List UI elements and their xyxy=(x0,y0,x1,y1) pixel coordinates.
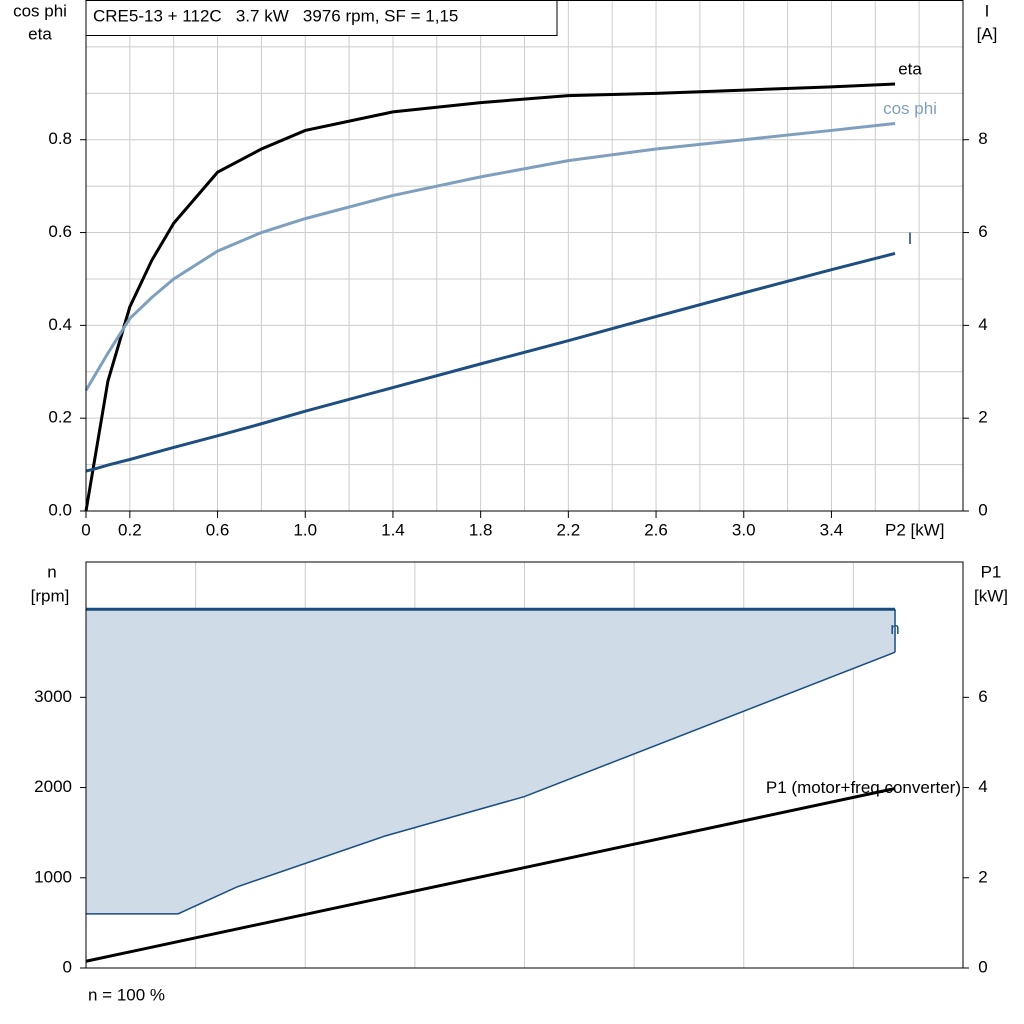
y2-tick-label: 4 xyxy=(978,777,987,796)
y2-tick-label: 0 xyxy=(978,500,987,519)
y2-tick-label: 6 xyxy=(978,687,987,706)
title-box xyxy=(85,0,558,36)
y2-tick-label: 2 xyxy=(978,867,987,886)
range-fill xyxy=(86,609,896,914)
y2-tick-label: 8 xyxy=(978,129,987,148)
y2-tick-label: 6 xyxy=(978,222,987,241)
y2-tick-label: 0 xyxy=(978,957,987,976)
series-label: n xyxy=(890,619,899,638)
y-tick-label: 0.8 xyxy=(48,129,72,148)
series-line xyxy=(85,786,896,963)
x-tick-label: 0.6 xyxy=(206,520,230,539)
y2-tick-label: 4 xyxy=(978,315,987,334)
note: n = 100 % xyxy=(88,985,165,1004)
min-line xyxy=(86,651,896,915)
series-label: I xyxy=(908,229,913,248)
x-tick-label: 3.0 xyxy=(732,520,756,539)
y2-label: [kW] xyxy=(974,586,1008,605)
y2-label: [A] xyxy=(977,24,998,43)
y-label: [rpm] xyxy=(31,586,70,605)
series-line xyxy=(84,121,896,392)
y-tick-label: 0.2 xyxy=(48,408,72,427)
y2-label: I xyxy=(985,1,990,20)
series-label: cos phi xyxy=(883,99,937,118)
series-label: P1 (motor+freq.converter) xyxy=(766,778,961,797)
y-tick-label: 1000 xyxy=(34,867,72,886)
x-tick-label: 2.6 xyxy=(644,520,668,539)
y-tick-label: 0.4 xyxy=(48,315,72,334)
x-tick-label: 1.4 xyxy=(381,520,405,539)
y-tick-label: 3000 xyxy=(34,687,72,706)
y-tick-label: 0.0 xyxy=(48,500,72,519)
x-label: P2 [kW] xyxy=(885,520,945,539)
chart-title: CRE5-13 + 112C 3.7 kW 3976 rpm, SF = 1,1… xyxy=(93,6,458,25)
x-tick-label: 1.0 xyxy=(293,520,317,539)
y-label: n xyxy=(47,562,56,581)
series-label: eta xyxy=(898,60,922,79)
x-tick-label: 1.8 xyxy=(469,520,493,539)
x-tick-label: 3.4 xyxy=(820,520,844,539)
y-label: cos phi xyxy=(13,1,67,20)
y-tick-label: 0 xyxy=(63,957,72,976)
x-tick-label: 0.2 xyxy=(118,520,142,539)
plot-frame xyxy=(85,561,964,969)
y-label: eta xyxy=(28,24,52,43)
series-line xyxy=(84,82,896,512)
x-tick-label: 0 xyxy=(81,520,90,539)
y2-tick-label: 2 xyxy=(978,408,987,427)
y-tick-label: 2000 xyxy=(34,777,72,796)
y-tick-label: 0.6 xyxy=(48,222,72,241)
series-line xyxy=(85,251,896,473)
x-tick-label: 2.2 xyxy=(557,520,581,539)
y2-label: P1 xyxy=(981,562,1002,581)
